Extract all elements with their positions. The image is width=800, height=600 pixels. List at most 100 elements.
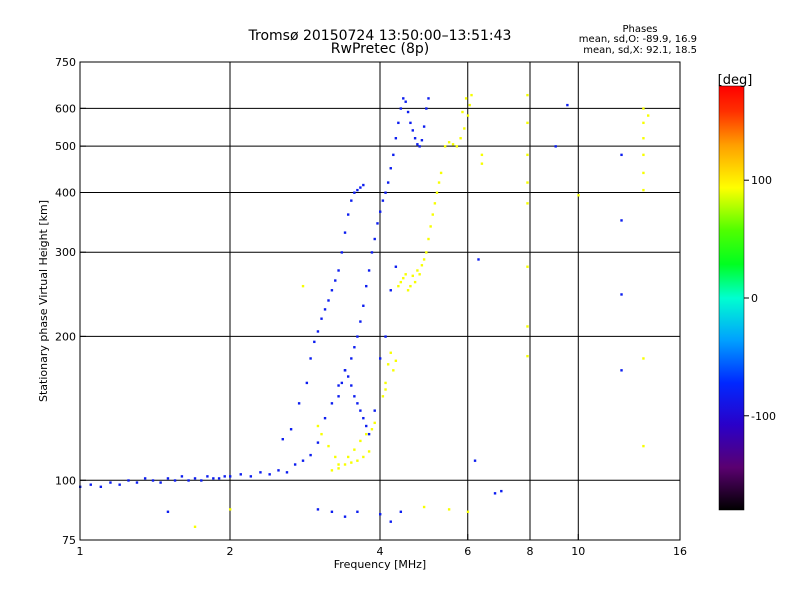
data-point xyxy=(330,402,334,405)
data-point xyxy=(356,459,359,462)
y-tick-label: 400 xyxy=(55,186,76,199)
data-point xyxy=(425,251,428,254)
data-point xyxy=(468,103,471,107)
chart-title: Tromsø 20150724 13:50:00–13:51:43 xyxy=(248,28,512,44)
data-point xyxy=(173,479,177,482)
data-point xyxy=(309,357,312,360)
data-point xyxy=(365,424,368,428)
data-point xyxy=(526,153,529,157)
data-point xyxy=(356,335,359,338)
data-point xyxy=(399,510,403,513)
data-point xyxy=(277,469,280,472)
data-point xyxy=(402,97,405,100)
data-point xyxy=(229,475,232,478)
colorbar-tick-label: 100 xyxy=(751,174,772,187)
data-point xyxy=(268,473,271,476)
colorbar-tick-label: -100 xyxy=(751,410,776,423)
data-point xyxy=(429,225,432,228)
data-point xyxy=(353,191,356,194)
data-point xyxy=(642,171,645,175)
data-point xyxy=(370,428,374,431)
data-point xyxy=(480,153,484,157)
data-point xyxy=(340,251,344,254)
data-point xyxy=(381,395,385,398)
data-point xyxy=(180,475,184,478)
data-point xyxy=(301,284,305,288)
data-point xyxy=(343,369,347,372)
data-point xyxy=(526,93,529,97)
y-tick-label: 100 xyxy=(55,474,76,487)
data-point xyxy=(362,304,365,307)
data-point xyxy=(642,188,645,192)
stats-line-o: mean, sd,O: -89.9, 16.9 xyxy=(579,34,697,45)
data-point xyxy=(389,289,392,292)
data-point xyxy=(620,153,623,157)
data-point xyxy=(367,450,371,453)
y-tick-label: 500 xyxy=(55,140,76,153)
data-point xyxy=(416,143,419,146)
data-point xyxy=(418,273,421,276)
data-point xyxy=(249,475,253,478)
data-point xyxy=(379,513,382,516)
data-point xyxy=(386,363,390,366)
data-point xyxy=(281,437,284,441)
data-point xyxy=(193,477,197,480)
data-point xyxy=(367,269,371,272)
data-point xyxy=(455,145,459,148)
data-point xyxy=(353,395,356,398)
data-point xyxy=(305,381,309,385)
x-tick-label: 1 xyxy=(77,545,84,558)
data-point xyxy=(397,121,400,125)
data-point xyxy=(404,273,407,276)
x-tick-label: 6 xyxy=(464,545,471,558)
data-point xyxy=(143,477,147,480)
data-point xyxy=(392,369,395,372)
data-point xyxy=(330,469,334,472)
data-point xyxy=(384,191,387,194)
data-point xyxy=(346,213,350,216)
data-point xyxy=(370,251,374,254)
data-point xyxy=(350,357,353,360)
data-point xyxy=(337,467,340,470)
data-point xyxy=(526,325,529,328)
data-point xyxy=(289,428,293,431)
data-point xyxy=(620,293,623,296)
data-point xyxy=(526,354,529,358)
data-point xyxy=(334,455,337,459)
data-point xyxy=(566,103,569,107)
data-point xyxy=(413,280,417,284)
data-point xyxy=(327,299,330,302)
data-point xyxy=(447,141,451,144)
data-point xyxy=(334,279,337,282)
data-point xyxy=(316,330,320,333)
data-point xyxy=(411,274,414,278)
x-tick-label: 8 xyxy=(527,545,534,558)
data-point xyxy=(359,186,362,189)
x-axis-label: Frequency [MHz] xyxy=(334,558,426,571)
data-point xyxy=(470,93,473,97)
data-point xyxy=(646,114,650,117)
data-point xyxy=(166,477,170,480)
data-point xyxy=(346,375,350,378)
data-point xyxy=(422,505,426,509)
data-point xyxy=(526,121,529,125)
data-point xyxy=(135,481,139,484)
data-point xyxy=(439,171,443,175)
data-point xyxy=(577,194,580,197)
colorbar-tick-label: 0 xyxy=(751,292,758,305)
data-point xyxy=(422,258,426,261)
data-point xyxy=(365,284,368,288)
data-point xyxy=(422,125,426,128)
data-point xyxy=(389,520,392,523)
data-point xyxy=(373,237,376,241)
data-point xyxy=(217,477,221,480)
x-tick-label: 16 xyxy=(673,545,687,558)
data-point xyxy=(409,284,412,288)
y-tick-label: 300 xyxy=(55,246,76,259)
chart-subtitle: RwPretec (8p) xyxy=(331,41,429,57)
data-point xyxy=(350,199,353,202)
data-point xyxy=(337,384,340,387)
data-point xyxy=(323,416,327,420)
data-point xyxy=(477,258,480,261)
data-point xyxy=(323,308,327,311)
